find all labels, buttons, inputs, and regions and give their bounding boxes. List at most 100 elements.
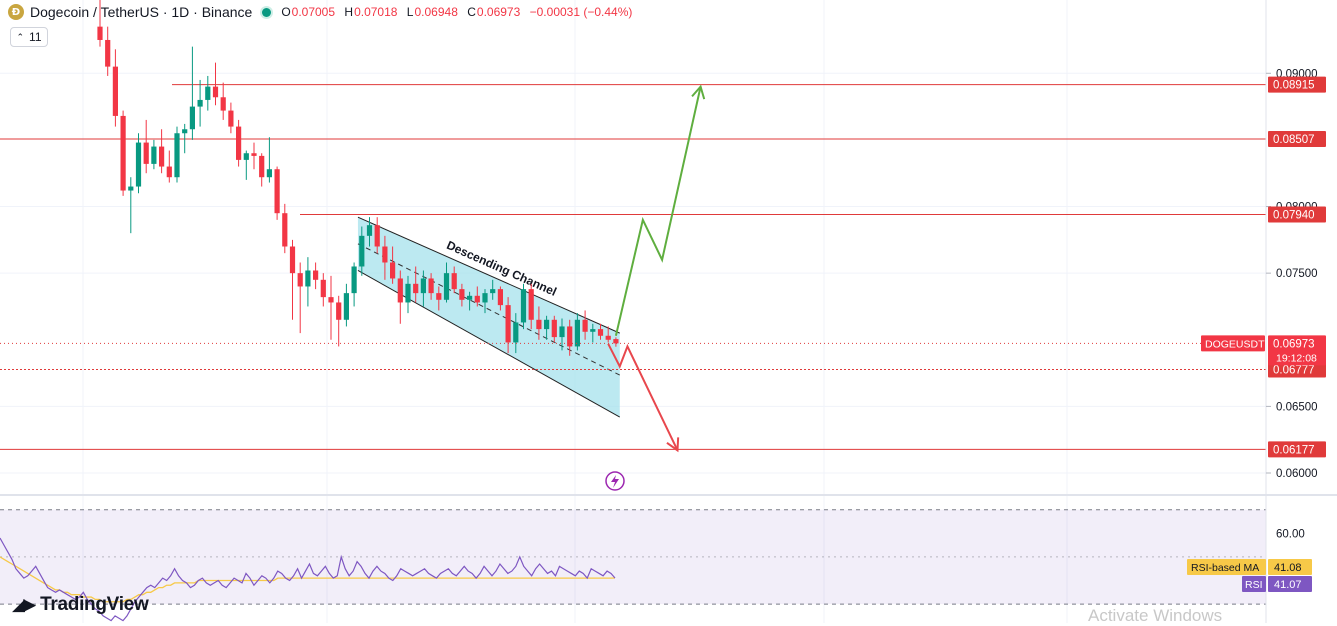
candle-body-14 <box>205 86 211 100</box>
candle-body-8 <box>159 146 165 167</box>
candle-body-1 <box>105 39 111 67</box>
candle-body-25 <box>289 246 296 274</box>
candle-body-18 <box>236 126 242 160</box>
symbol-tag-bg <box>1201 335 1265 352</box>
bar-countdown-label: 19:12:08 <box>1276 352 1317 364</box>
candle-body-20 <box>251 153 257 156</box>
current-price-label: 0.06973 <box>1273 338 1315 350</box>
candle-body-45 <box>443 273 450 300</box>
candle-body-61 <box>567 326 573 347</box>
bullish-arrow-head <box>691 84 706 100</box>
candle-body-67 <box>613 339 619 344</box>
candle-body-52 <box>497 289 503 306</box>
candle-body-16 <box>220 97 226 111</box>
candle-body-30 <box>328 297 334 303</box>
candle-body-26 <box>297 273 303 287</box>
candle-body-34 <box>359 235 365 267</box>
ohlc-values: O0.07005 H0.07018 L0.06948 C0.06973 −0.0… <box>281 5 633 19</box>
candle-body-60 <box>559 326 565 338</box>
candle-body-36 <box>374 225 380 247</box>
candle-body-2 <box>112 66 118 116</box>
market-status-icon[interactable] <box>262 7 272 17</box>
candle-body-13 <box>197 99 203 107</box>
candle-body-49 <box>474 295 480 303</box>
bearish-arrow-head <box>666 437 680 453</box>
candle-body-15 <box>212 86 219 98</box>
candle-body-7 <box>151 146 157 164</box>
rsi-band <box>0 509 1266 605</box>
candle-body-59 <box>551 319 557 338</box>
dogecoin-icon: Ð <box>8 4 24 20</box>
rsi-ma-name-bg <box>1187 559 1266 575</box>
bullish-arrow <box>614 86 702 336</box>
high-value: 0.07018 <box>354 5 398 19</box>
indicator-count-button[interactable]: ⌃ 11 <box>10 27 48 47</box>
candle-body-5 <box>135 142 142 187</box>
candle-body-6 <box>143 142 149 164</box>
candle-body-10 <box>174 133 180 178</box>
candle-body-33 <box>351 266 357 294</box>
candle-body-40 <box>405 283 411 303</box>
level-price-label: 0.06177 <box>1273 444 1315 456</box>
candle-body-3 <box>120 115 126 191</box>
tradingview-wordmark: TradingView <box>40 594 149 615</box>
activation-watermark: Activate Windows <box>1088 606 1223 625</box>
close-value: 0.06973 <box>476 5 521 19</box>
candle-body-4 <box>128 186 134 191</box>
candle-body-28 <box>313 270 319 280</box>
chart-legend: Ð Dogecoin / TetherUS · 1D · Binance O0.… <box>8 3 638 21</box>
rsi-value-bg <box>1268 576 1312 592</box>
candle-body-38 <box>390 262 396 279</box>
rsi-tick-label: 60.00 <box>1276 528 1305 540</box>
rsi-name: RSI <box>1245 579 1263 591</box>
level-label-bg-0.07940 <box>1268 206 1326 223</box>
level-price-label: 0.08507 <box>1273 134 1315 146</box>
candle-body-55 <box>520 289 527 323</box>
candle-body-48 <box>467 295 473 300</box>
candle-body-24 <box>282 213 288 247</box>
symbol-title[interactable]: Dogecoin / TetherUS · 1D · Binance <box>30 4 253 20</box>
level-label-bg-0.06177 <box>1268 441 1326 458</box>
bearish-arrow <box>607 343 679 451</box>
candle-body-17 <box>228 110 234 127</box>
candle-body-9 <box>166 166 172 178</box>
candle-body-21 <box>259 155 265 178</box>
candle-body-53 <box>505 305 511 343</box>
tradingview-logo-icon: ◢▶ <box>12 595 36 615</box>
candle-body-66 <box>605 335 611 340</box>
price-tick-label: 0.06500 <box>1276 401 1318 413</box>
candle-body-31 <box>336 302 342 320</box>
rsi-value: 41.07 <box>1274 579 1302 591</box>
candle-body-41 <box>413 283 419 294</box>
candle-body-39 <box>397 278 403 303</box>
current-price-label-bg <box>1268 335 1326 366</box>
candle-body-47 <box>459 289 465 300</box>
candle-body-35 <box>366 225 373 236</box>
level-price-label: 0.06777 <box>1273 364 1315 376</box>
candle-body-37 <box>382 246 388 263</box>
candle-body-58 <box>544 319 550 330</box>
level-label-bg-0.08507 <box>1268 130 1326 147</box>
rsi-ma-value: 41.08 <box>1274 562 1302 574</box>
price-tick-label: 0.06000 <box>1276 468 1318 480</box>
level-label-bg-0.08915 <box>1268 76 1326 93</box>
price-tick-label: 0.07500 <box>1276 268 1318 280</box>
tradingview-logo[interactable]: ◢▶ TradingView <box>12 594 149 616</box>
candle-body-42 <box>420 278 426 294</box>
candle-body-27 <box>305 270 311 287</box>
candle-body-63 <box>582 319 588 332</box>
candle-body-64 <box>590 329 596 332</box>
candle-body-54 <box>513 322 519 343</box>
candle-body-32 <box>343 293 349 320</box>
candle-body-22 <box>266 169 272 178</box>
rsi-ma-line <box>0 556 616 603</box>
channel-mid-line <box>357 243 620 376</box>
chevron-icon: ⌃ <box>16 31 25 42</box>
candle-body-56 <box>528 289 534 320</box>
candle-body-11 <box>182 129 188 134</box>
candle-body-29 <box>320 279 326 298</box>
change-value: −0.00031 (−0.44%) <box>529 5 633 19</box>
open-value: 0.07005 <box>291 5 336 19</box>
level-price-label: 0.08915 <box>1273 80 1315 92</box>
